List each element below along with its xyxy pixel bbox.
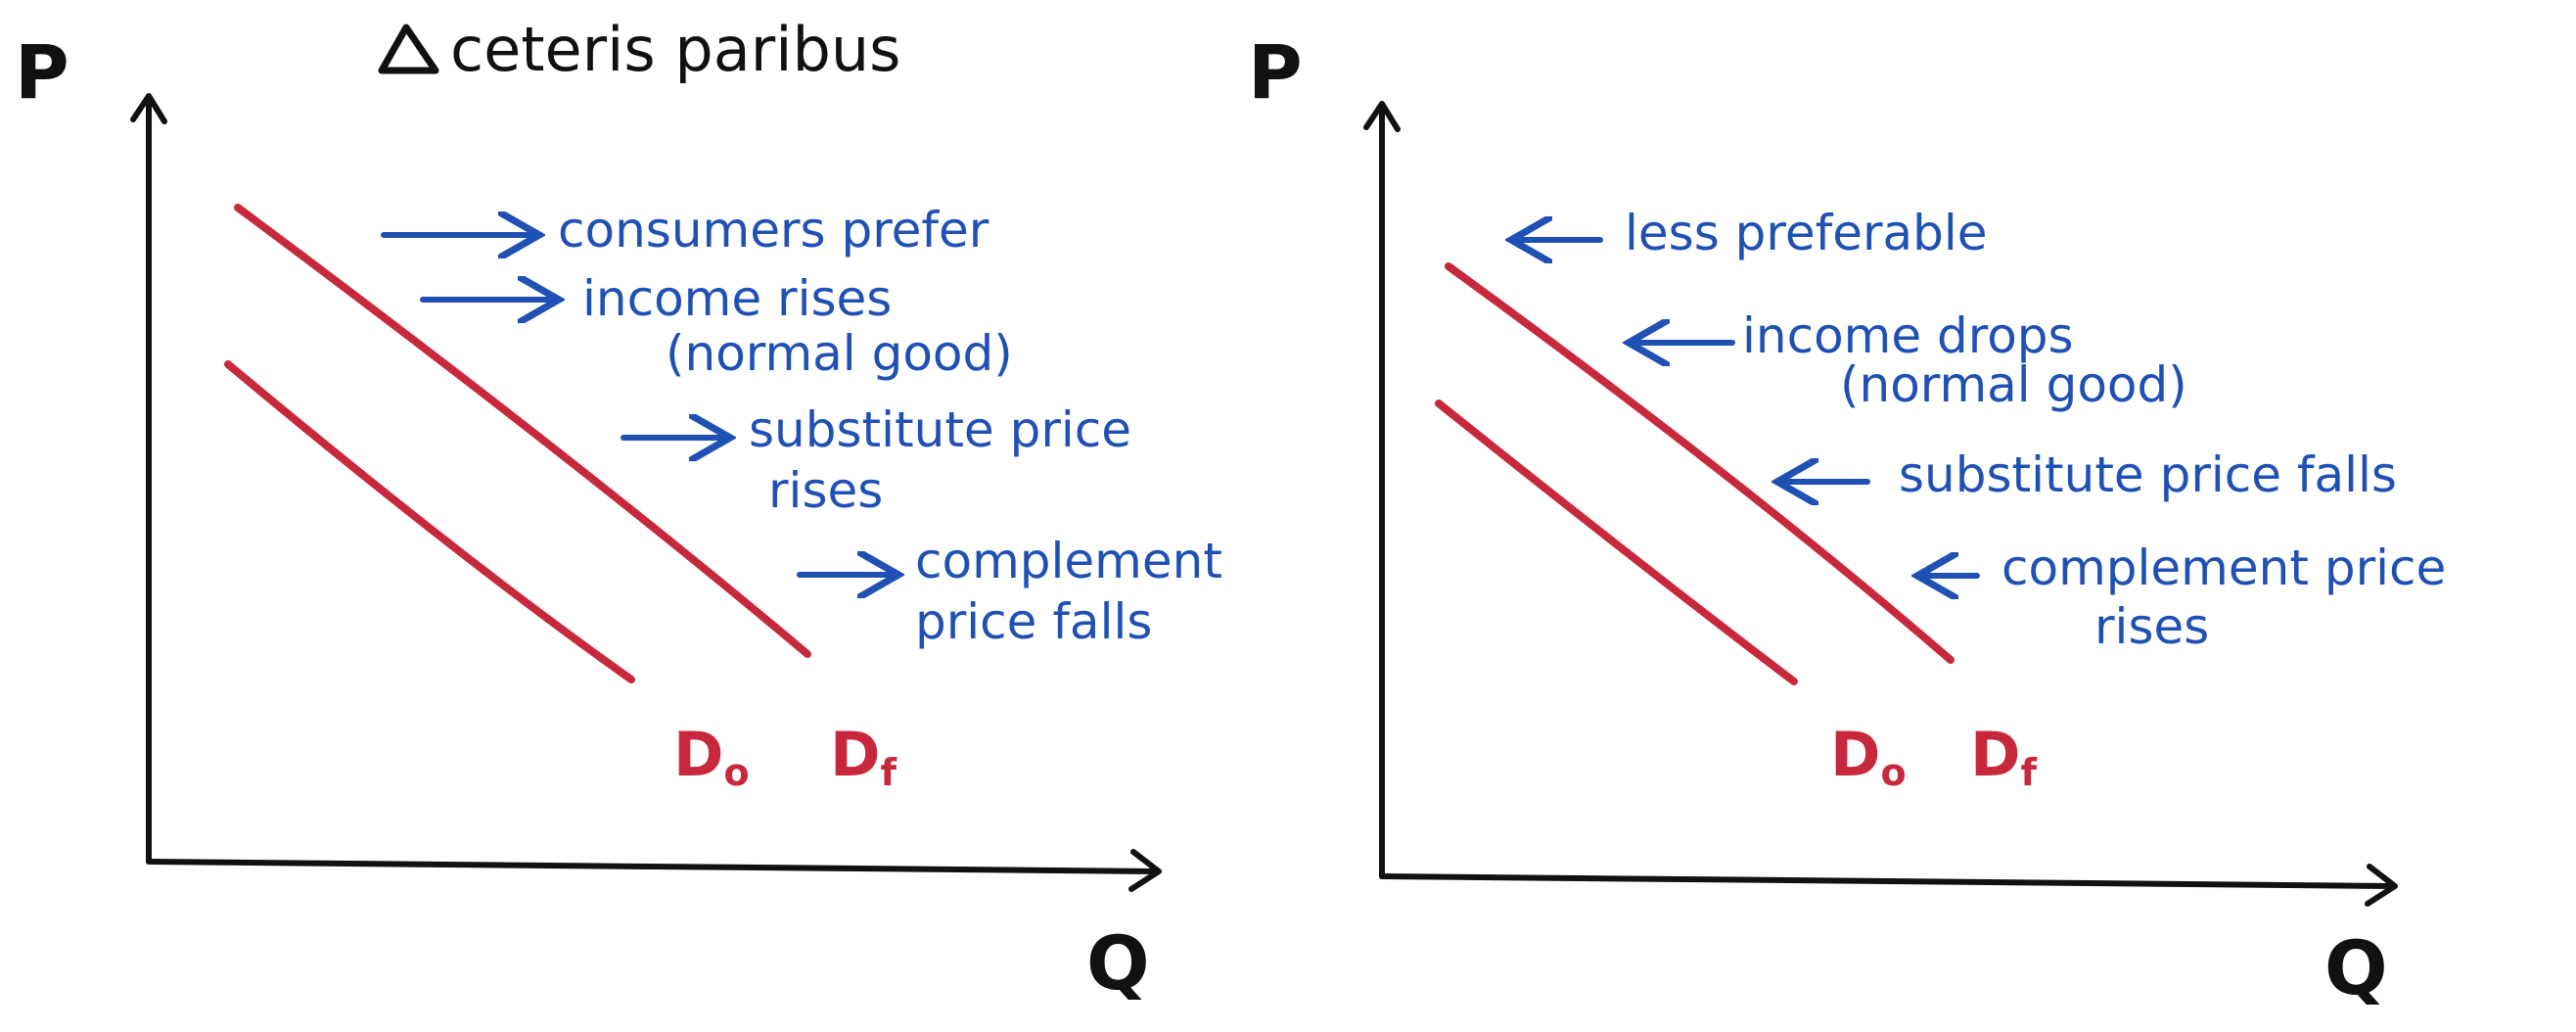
right-note-4-line-2: rises <box>2094 598 2209 655</box>
right-curve-label-final-d: D <box>1970 719 2020 790</box>
left-note-3-line-1: substitute price <box>749 401 1131 458</box>
right-note-4-line-1: complement price <box>2001 539 2446 596</box>
left-note-2-line-2: (normal good) <box>666 325 1013 382</box>
left-note-2-line-1: income rises <box>582 270 892 327</box>
right-note-3: substitute price falls <box>1899 446 2397 503</box>
left-curve-label-initial-d: D <box>673 719 723 790</box>
right-x-axis <box>1379 864 2398 907</box>
left-note-4-line-1: complement <box>915 533 1222 589</box>
left-y-axis-label: P <box>15 28 69 116</box>
right-note-2-line-1: income drops <box>1742 307 2074 364</box>
left-y-axis <box>130 93 167 865</box>
right-curve-label-initial-sub: o <box>1880 751 1906 794</box>
right-demand-curve-final <box>1445 262 1955 664</box>
left-curve-label-final: Df <box>830 719 897 794</box>
left-note-4-line-2: price falls <box>915 593 1152 650</box>
right-curve-label-initial-d: D <box>1830 719 1880 790</box>
left-curve-label-initial: Do <box>673 719 750 794</box>
left-demand-curve-initial <box>224 360 635 683</box>
left-demand-curve-final <box>234 204 811 658</box>
left-note-1: consumers prefer <box>558 202 989 258</box>
left-curve-label-final-sub: f <box>880 751 897 794</box>
right-y-axis-label: P <box>1248 28 1303 116</box>
right-curve-label-final-sub: f <box>2020 751 2037 794</box>
right-panel: P Q Do Df less preferable income drops (… <box>1248 28 2446 1011</box>
right-x-axis-label: Q <box>2324 924 2388 1011</box>
left-curve-label-initial-sub: o <box>723 751 749 794</box>
title: ceteris paribus <box>378 14 900 85</box>
left-panel: P Q Do Df consumers prefer income rises … <box>15 28 1222 1007</box>
left-curve-label-final-d: D <box>830 719 880 790</box>
title-text: ceteris paribus <box>450 14 900 85</box>
right-curve-label-initial: Do <box>1830 719 1907 794</box>
left-x-axis <box>146 849 1162 892</box>
right-curve-label-final: Df <box>1970 719 2037 794</box>
left-x-axis-label: Q <box>1086 919 1150 1007</box>
left-note-3-line-2: rises <box>768 462 883 519</box>
right-note-2-line-2: (normal good) <box>1840 356 2187 413</box>
right-demand-curve-initial <box>1435 399 1798 685</box>
right-note-1: less preferable <box>1625 205 1988 261</box>
delta-symbol <box>378 23 439 74</box>
right-y-axis <box>1363 101 1401 879</box>
